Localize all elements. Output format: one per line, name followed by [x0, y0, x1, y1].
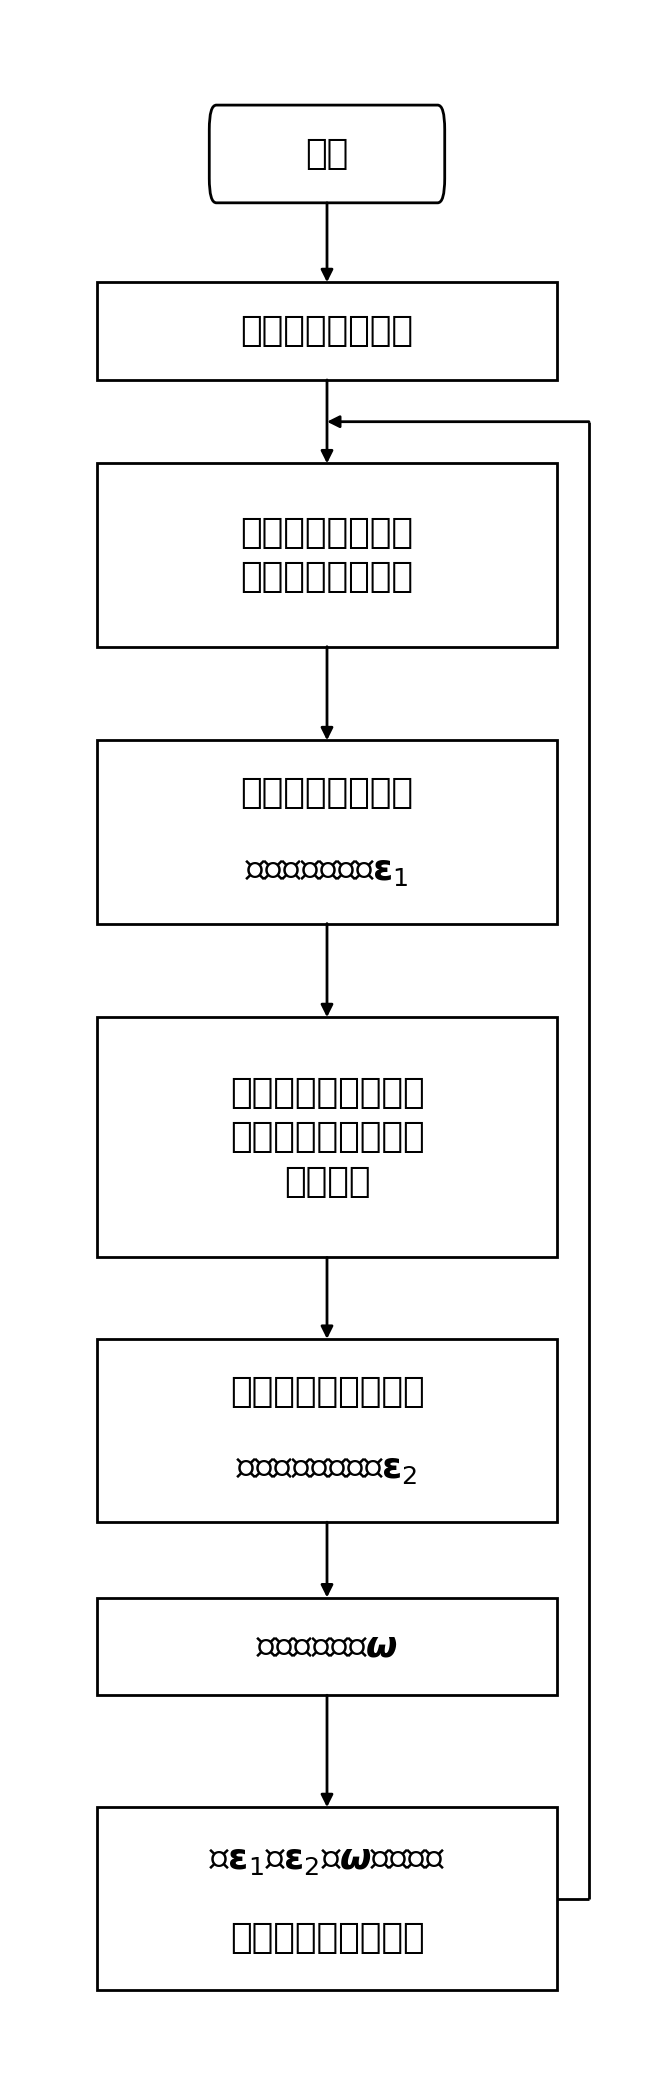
- Text: 入信号之间的误差$\boldsymbol{\varepsilon}_2$: 入信号之间的误差$\boldsymbol{\varepsilon}_2$: [236, 1453, 418, 1486]
- Bar: [97, 741, 557, 924]
- Text: 公式更新解复用矩阵: 公式更新解复用矩阵: [230, 1921, 424, 1954]
- Text: 点计算初步误差$\boldsymbol{\varepsilon}_1$: 点计算初步误差$\boldsymbol{\varepsilon}_1$: [245, 854, 409, 888]
- Text: 初始化解复用矩阵: 初始化解复用矩阵: [241, 315, 413, 348]
- Bar: [97, 1339, 557, 1522]
- Text: 信号输入解复用矩
阵得到解复用信号: 信号输入解复用矩 阵得到解复用信号: [241, 516, 413, 594]
- Text: 计算动量因子$\boldsymbol{\omega}$: 计算动量因子$\boldsymbol{\omega}$: [256, 1629, 398, 1662]
- Text: 计算伪观测信号和输: 计算伪观测信号和输: [230, 1375, 424, 1408]
- Bar: [97, 1807, 557, 1990]
- Text: 找距离最近的星座: 找距离最近的星座: [241, 777, 413, 810]
- FancyBboxPatch shape: [209, 105, 445, 204]
- Bar: [97, 464, 557, 646]
- Text: 将$\boldsymbol{\varepsilon}_1$、$\boldsymbol{\varepsilon}_2$、$\boldsymbol{\omega}$: 将$\boldsymbol{\varepsilon}_1$、$\boldsymb…: [209, 1843, 445, 1877]
- Text: 开始: 开始: [305, 136, 349, 170]
- Text: 星座点信号输入解复
用矩阵逆矩阵得到伪
观测信号: 星座点信号输入解复 用矩阵逆矩阵得到伪 观测信号: [230, 1075, 424, 1199]
- Bar: [97, 1018, 557, 1257]
- Bar: [97, 1597, 557, 1696]
- Bar: [97, 281, 557, 380]
